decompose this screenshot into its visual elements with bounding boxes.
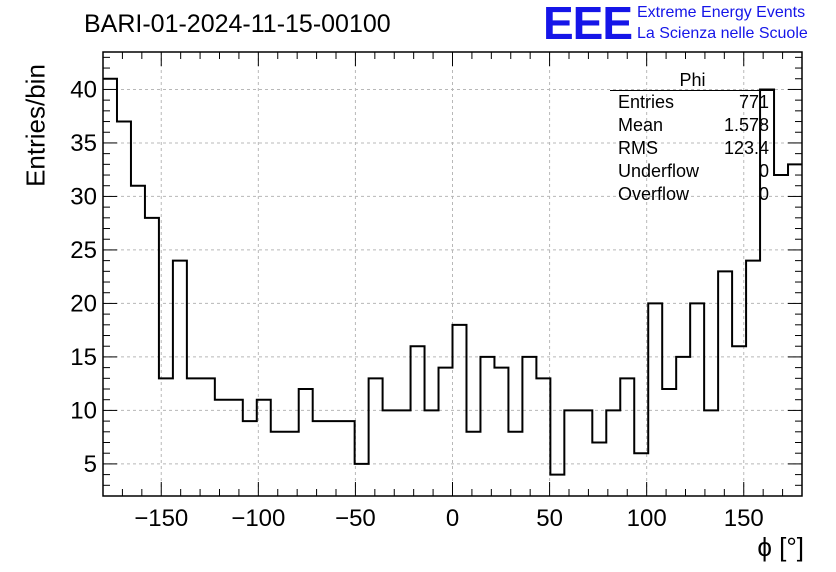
stats-box: Phi Entries 771 Mean 1.578 RMS 123.4 Und… [610,70,775,206]
stats-row-overflow: Overflow 0 [610,183,775,206]
eee-logo: EEE [543,0,633,49]
stats-label: Entries [618,92,675,112]
stats-value: 0 [758,184,769,204]
histogram-bin [634,453,648,496]
histogram-bin [187,378,201,496]
histogram-bin [215,400,229,496]
stats-label: RMS [618,138,658,158]
x-tick-label: 50 [536,505,563,532]
histogram-bin [271,432,285,496]
y-tick-label: 30 [70,183,97,210]
histogram-bin [620,378,634,496]
histogram-bin [327,421,341,496]
stats-value: 1.578 [723,115,769,135]
histogram-bin [173,261,187,496]
histogram-bin [718,271,732,496]
histogram-bin [690,303,704,496]
stats-row-mean: Mean 1.578 [610,114,775,137]
histogram-bin [746,261,760,496]
histogram-bin [411,346,425,496]
histogram-bin [648,303,662,496]
stats-label: Overflow [618,184,690,204]
histogram-bin [732,346,746,496]
x-tick-label: −100 [231,505,285,532]
histogram-bin [564,410,578,496]
histogram-bin [439,368,453,496]
histogram-bin [788,164,802,496]
stats-divider [610,90,775,91]
x-axis-label: ϕ [°] [757,532,804,562]
histogram-bin [257,400,271,496]
histogram-bin [341,421,355,496]
y-tick-label: 10 [70,397,97,424]
histogram-bin [578,410,592,496]
stats-label: Mean [618,115,664,135]
histogram-bin [383,410,397,496]
histogram-bin [522,357,536,496]
y-tick-label: 40 [70,76,97,103]
histogram-bin [313,421,327,496]
y-tick-label: 35 [70,130,97,157]
stats-row-entries: Entries 771 [610,91,775,114]
stats-label: Underflow [618,161,700,181]
histogram-bin [229,400,243,496]
x-tick-label: −50 [335,505,376,532]
histogram-bin [662,389,676,496]
stats-value: 771 [738,92,769,112]
logo-line-1: Extreme Energy Events [637,4,806,21]
y-tick-label: 15 [70,344,97,371]
histogram-bin [480,357,494,496]
histogram-bin [299,389,313,496]
stats-row-rms: RMS 123.4 [610,137,775,160]
histogram-bin [508,432,522,496]
histogram-bin [466,432,480,496]
y-tick-label: 25 [70,237,97,264]
histogram-bin [285,432,299,496]
histogram-bin [243,421,257,496]
histogram-bin [550,475,564,496]
histogram-bin [117,122,131,496]
stats-title: Phi [679,70,706,90]
histogram-bin [369,378,383,496]
x-tick-label: 150 [724,505,764,532]
histogram-bin [536,378,550,496]
histogram-bin [704,410,718,496]
histogram-bin [606,410,620,496]
histogram-bin [453,325,467,496]
x-tick-label: −150 [134,505,188,532]
histogram-bin [592,443,606,496]
stats-value: 0 [758,161,769,181]
histogram-bin [676,357,690,496]
histogram-title: BARI-01-2024-11-15-00100 [84,10,391,38]
stats-value: 123.4 [723,138,769,158]
histogram-bin [397,410,411,496]
y-tick-label: 5 [84,451,97,478]
y-axis-label: Entries/bin [20,64,51,187]
histogram-bin [425,410,439,496]
histogram-bin [774,175,788,496]
histogram-bin [103,79,117,496]
y-tick-label: 20 [70,290,97,317]
histogram-bin [145,218,159,496]
histogram-bin [159,378,173,496]
stats-row-underflow: Underflow 0 [610,160,775,183]
histogram-bin [355,464,369,496]
histogram-series [103,77,802,476]
logo-line-2: La Scienza nelle Scuole [637,25,808,42]
x-tick-label: 0 [446,505,459,532]
histogram-bin [131,186,145,496]
histogram-bin [201,378,215,496]
histogram-bin [494,368,508,496]
x-tick-label: 100 [627,505,667,532]
